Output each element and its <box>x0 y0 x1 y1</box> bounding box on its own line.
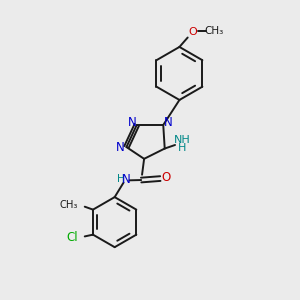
Text: N: N <box>128 116 136 129</box>
Text: N: N <box>116 141 125 154</box>
Text: N: N <box>122 173 130 186</box>
Text: H: H <box>178 143 186 153</box>
Text: N: N <box>164 116 172 129</box>
Text: NH: NH <box>173 135 190 145</box>
Text: O: O <box>188 27 197 37</box>
Text: Cl: Cl <box>66 231 78 244</box>
Text: CH₃: CH₃ <box>205 26 224 36</box>
Text: O: O <box>162 171 171 184</box>
Text: H: H <box>117 174 125 184</box>
Text: CH₃: CH₃ <box>59 200 78 210</box>
